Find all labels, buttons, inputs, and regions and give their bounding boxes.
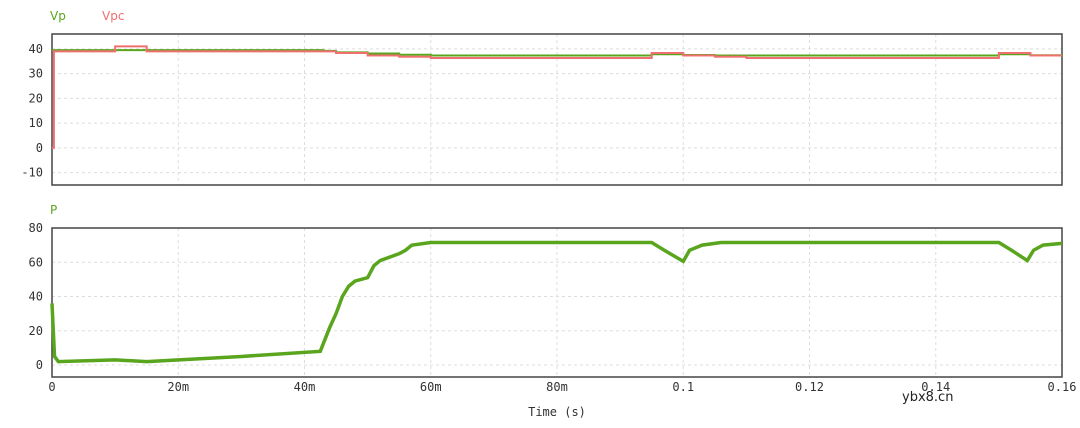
y-tick-label: 40 (29, 42, 43, 56)
y-tick-label: 80 (29, 221, 43, 235)
plot-panel-2: 80 60 40 20 0 P 0 20m 40m 60m 80m 0.1 0.12 0.14 0.16 Ti… (29, 203, 1077, 419)
y-tick-label: 0 (36, 141, 43, 155)
y-tick-label: 20 (29, 324, 43, 338)
legend-p: P (50, 203, 57, 217)
legend-vpc: Vpc (102, 9, 124, 23)
x-tick-label: 0 (48, 380, 55, 394)
series-line-vpc (52, 45, 1062, 149)
x-tick-label: 0.16 (1048, 380, 1077, 394)
y-tick-label: 10 (29, 116, 43, 130)
x-tick-label: 0.1 (672, 380, 694, 394)
y-tick-label: 30 (29, 67, 43, 81)
plot-frame (51, 227, 1063, 378)
watermark: ybx8.cn (902, 390, 954, 405)
y-tick-label: 0 (36, 358, 43, 372)
x-tick-label: 20m (167, 380, 189, 394)
x-tick-label: 0.14 (921, 380, 950, 394)
plot-frame (51, 33, 1063, 186)
x-tick-label: 60m (420, 380, 442, 394)
x-tick-label: 40m (294, 380, 316, 394)
y-tick-label: -10 (21, 166, 43, 180)
x-tick-label: 80m (546, 380, 568, 394)
y-tick-label: 40 (29, 290, 43, 304)
plot-panel-1: 40 30 20 10 0 -10 Vp Vpc (21, 9, 1063, 186)
x-axis-label: Time (s) (528, 405, 586, 419)
series-line-p (50, 240, 1063, 364)
y-tick-label: 60 (29, 255, 43, 269)
legend-vp: Vp (50, 9, 66, 23)
y-tick-label: 20 (29, 91, 43, 105)
x-tick-label: 0.12 (795, 380, 824, 394)
